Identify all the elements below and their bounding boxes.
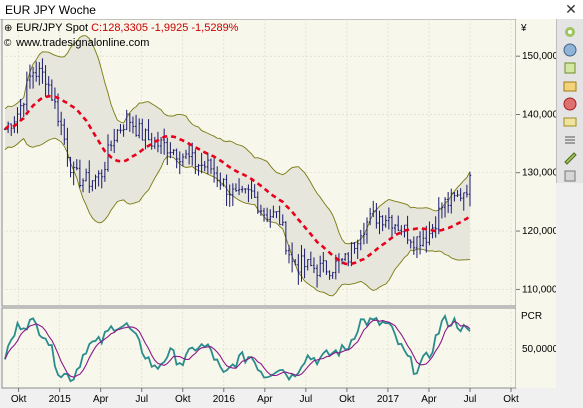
x-tick-label: Jul xyxy=(299,394,312,405)
chart-area[interactable]: 150,0000 140,0000 130,0000 120,0000 110,0000… xyxy=(0,19,556,408)
bollinger-band-upper xyxy=(4,35,471,245)
cursor-icon[interactable] xyxy=(560,59,580,77)
x-tick-label: Jul xyxy=(464,394,477,405)
settings-icon[interactable] xyxy=(560,167,580,185)
x-tick-label: 2017 xyxy=(377,394,400,405)
pin-icon[interactable] xyxy=(560,23,580,41)
grid-icon[interactable] xyxy=(560,41,580,59)
price-y-ticks: 150,0000 140,0000 130,0000 120,0000 110,0000 xyxy=(516,51,556,295)
price-tick-label: 130,0000 xyxy=(522,168,556,179)
x-tick-label: Okt xyxy=(175,394,191,405)
x-tick-label: Okt xyxy=(11,394,27,405)
x-tick-label: Okt xyxy=(339,394,355,405)
legend-symbol: EUR/JPY Spot xyxy=(16,22,89,34)
x-tick-label: 2016 xyxy=(213,394,236,405)
x-tick-label: Apr xyxy=(257,394,273,405)
x-tick-label: Okt xyxy=(503,394,519,405)
price-tick-label: 140,0000 xyxy=(522,109,556,120)
x-tick-label: Apr xyxy=(421,394,437,405)
zoom-icon[interactable] xyxy=(560,77,580,95)
pcr-slow-line xyxy=(4,319,471,378)
pcr-label: PCR xyxy=(521,311,542,322)
bollinger-band-fill xyxy=(5,35,470,296)
x-tick-label: Apr xyxy=(93,394,109,405)
price-bars xyxy=(3,58,472,288)
stop-icon[interactable] xyxy=(560,113,580,131)
window-title: EUR JPY Woche xyxy=(5,3,96,17)
price-tick-label: 150,0000 xyxy=(522,51,556,62)
pcr-y-ticks: 50,0000 xyxy=(522,344,556,355)
axis-strip xyxy=(516,19,556,388)
chart-legend: ⊕ EUR/JPY Spot C:128,3305 -1,9925 -1,528… xyxy=(4,22,238,52)
chart-icon[interactable] xyxy=(560,95,580,113)
legend-website: www.tradesignalonline.com xyxy=(16,37,150,49)
pcr-panel xyxy=(1,307,517,389)
x-tick-label: 2015 xyxy=(49,394,72,405)
legend-quote: C:128,3305 -1,9925 -1,5289% xyxy=(91,22,239,34)
moving-average-line xyxy=(4,94,471,266)
pcr-tick-label: 50,0000 xyxy=(522,344,556,355)
x-axis-ticks: Okt 2015 Apr Jul Okt 2016 Apr Jul Okt 2017 Apr Jul O… xyxy=(11,388,519,405)
list-icon[interactable] xyxy=(560,131,580,149)
price-tick-label: 120,0000 xyxy=(522,226,556,237)
copyright-icon: © xyxy=(4,38,12,49)
x-tick-label: Jul xyxy=(135,394,148,405)
window-titlebar: EUR JPY Woche ✕ xyxy=(0,0,583,20)
draw-icon[interactable] xyxy=(560,149,580,167)
currency-label: ¥ xyxy=(520,23,527,34)
side-toolbar xyxy=(556,19,583,183)
close-icon[interactable]: ✕ xyxy=(565,1,577,17)
bollinger-band-lower xyxy=(4,137,471,297)
price-tick-label: 110,0000 xyxy=(522,284,556,295)
pcr-fast-line xyxy=(4,313,471,383)
legend-marker-icon: ⊕ xyxy=(4,23,13,34)
